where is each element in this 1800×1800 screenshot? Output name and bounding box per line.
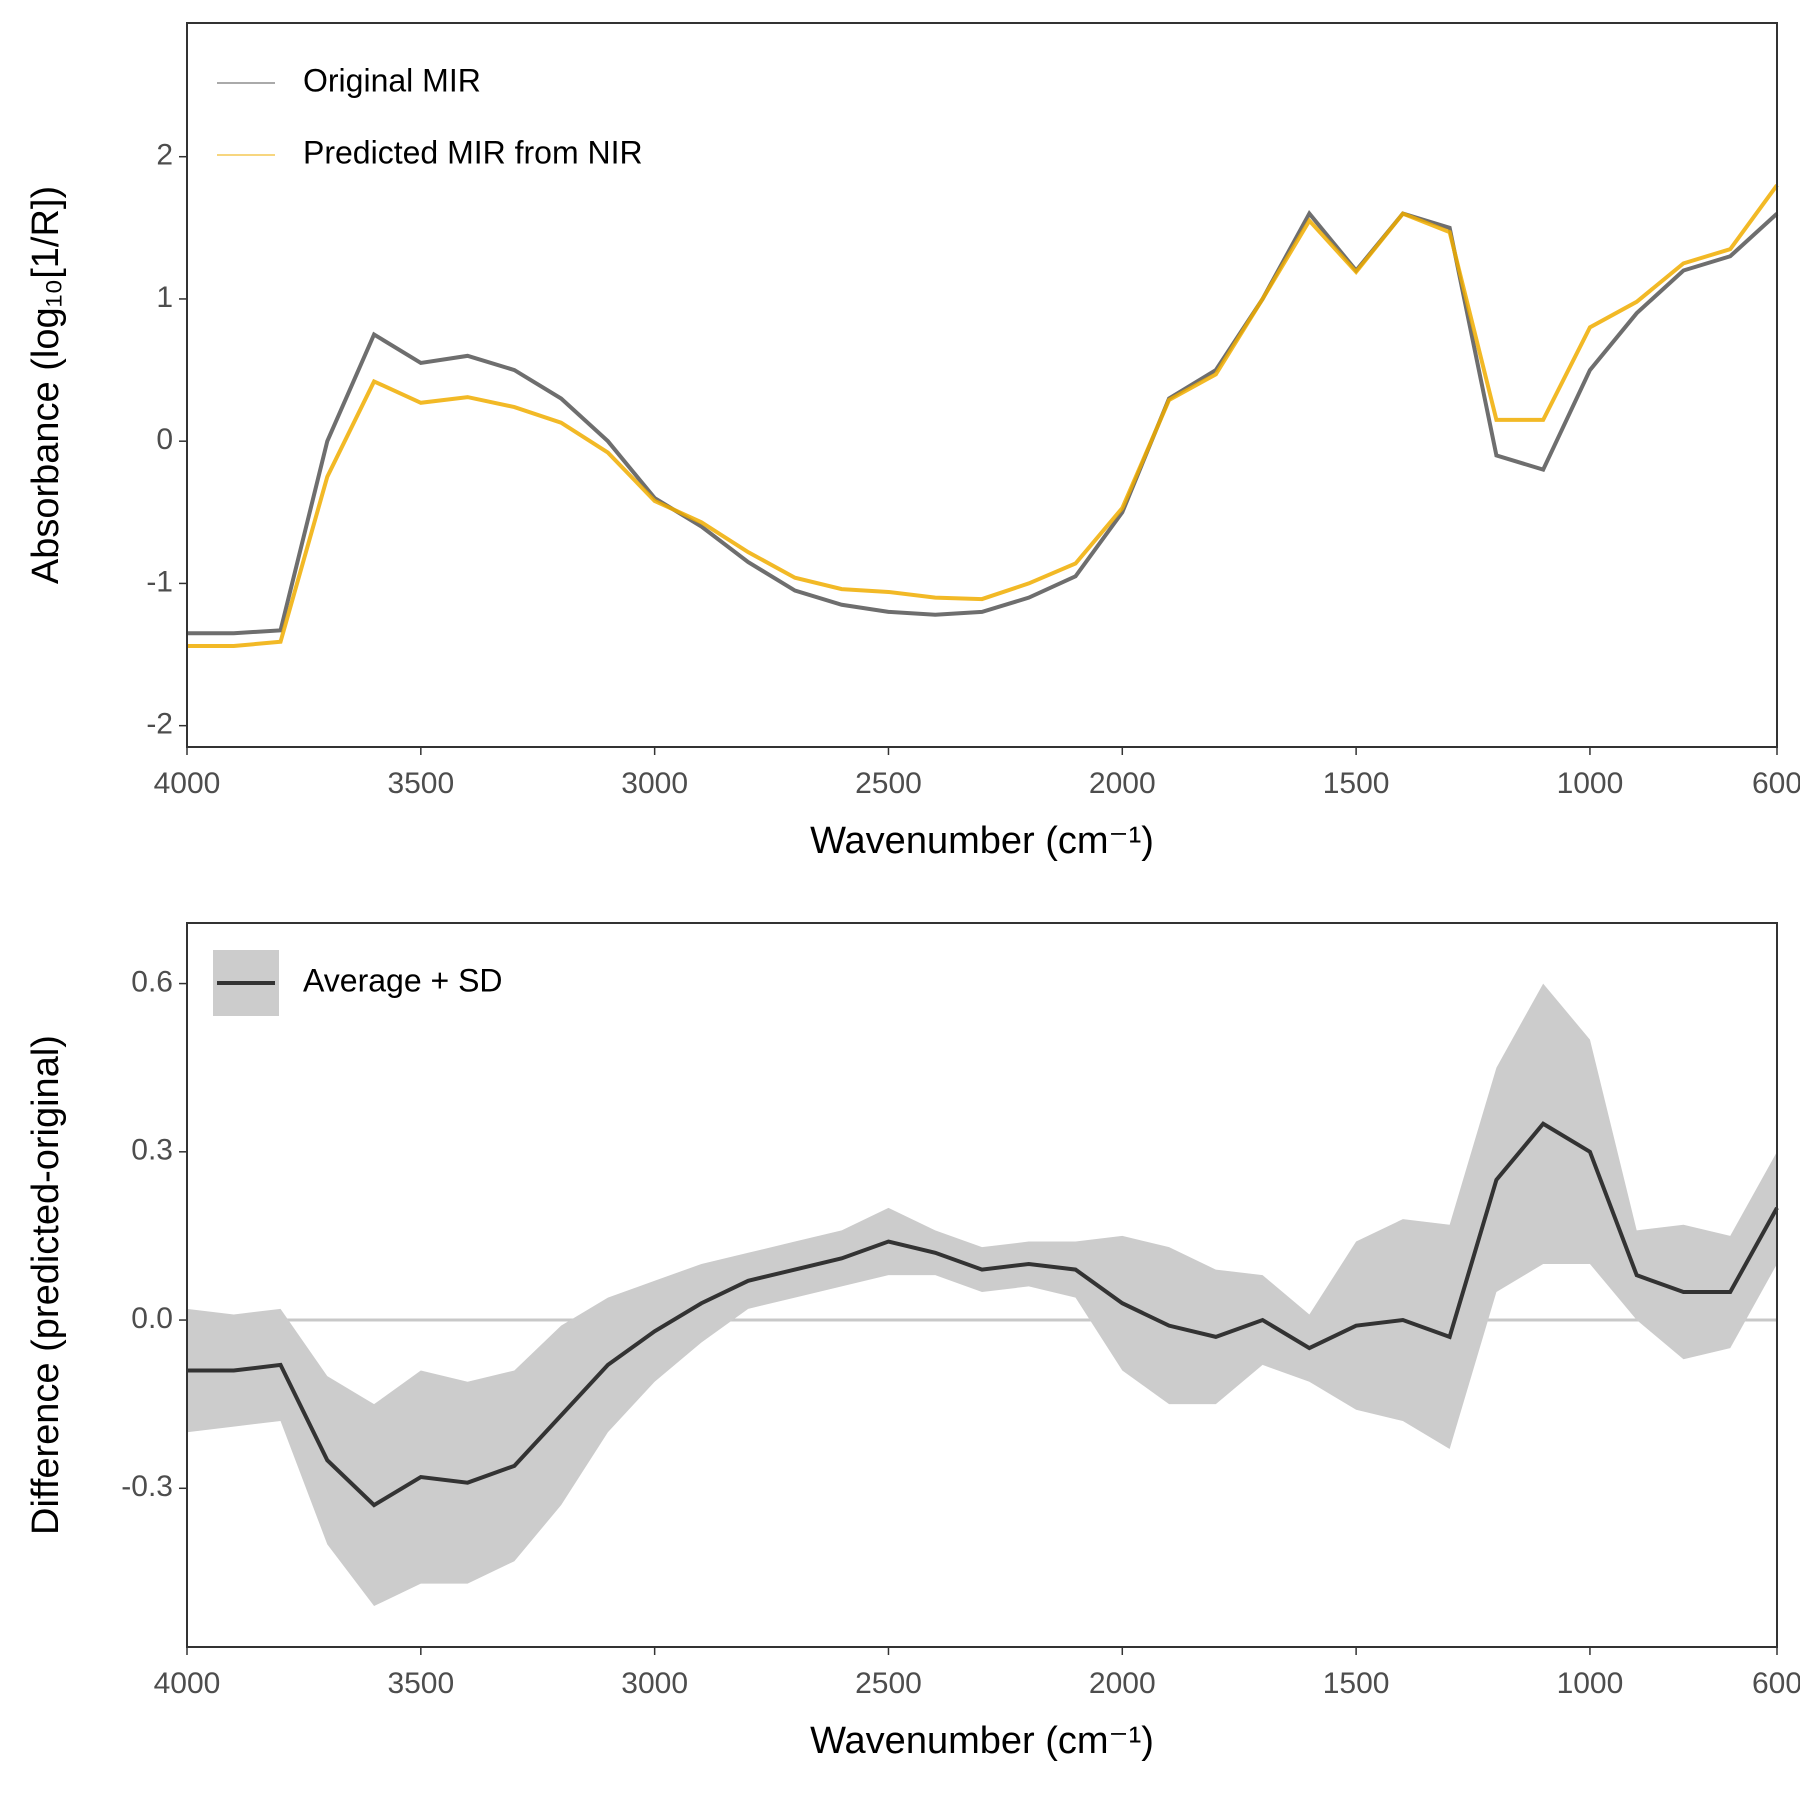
x-tick-label: 3000	[621, 1667, 688, 1700]
y-tick-label: 0	[156, 423, 173, 456]
x-tick-label: 4000	[154, 1667, 221, 1700]
plot-frame	[186, 22, 1778, 748]
y-tick-label: -0.3	[121, 1470, 173, 1503]
x-axis-title: Wavenumber (cm⁻¹)	[810, 1720, 1154, 1762]
x-tick-label: 1000	[1557, 1667, 1624, 1700]
x-tick-label: 1000	[1557, 767, 1624, 800]
y-tick-label: 1	[156, 281, 173, 314]
y-tick-label: 2	[156, 139, 173, 172]
legend-label: Predicted MIR from NIR	[303, 134, 643, 170]
series-line	[187, 210, 1779, 636]
y-tick-label: -1	[146, 565, 173, 598]
y-tick-label: 0.6	[131, 965, 173, 998]
x-tick-label: 3500	[387, 1667, 454, 1700]
x-tick-label: 1500	[1323, 1667, 1390, 1700]
y-tick-label: -2	[146, 708, 173, 741]
x-tick-label: 4000	[154, 767, 221, 800]
x-tick-label: 2000	[1089, 767, 1156, 800]
y-tick-label: 0.3	[131, 1134, 173, 1167]
legend-label: Average + SD	[303, 962, 503, 998]
series-line	[187, 183, 1779, 649]
series-line	[187, 1121, 1779, 1508]
plot-frame	[186, 922, 1778, 1648]
y-axis-title: Difference (predicted-original)	[25, 1035, 67, 1535]
x-axis-title: Wavenumber (cm⁻¹)	[810, 820, 1154, 862]
x-tick-label: 2500	[855, 1667, 922, 1700]
y-axis-title: Absorbance (log₁₀[1/R])	[25, 186, 67, 584]
legend-label: Original MIR	[303, 62, 481, 98]
x-tick-label: 3000	[621, 767, 688, 800]
x-tick-label: 3500	[387, 767, 454, 800]
x-tick-label: 2000	[1089, 1667, 1156, 1700]
y-tick-label: 0.0	[131, 1302, 173, 1335]
x-tick-label: 2500	[855, 767, 922, 800]
x-tick-label: 600	[1752, 767, 1800, 800]
sd-band	[187, 983, 1777, 1607]
x-tick-label: 600	[1752, 1667, 1800, 1700]
x-tick-label: 1500	[1323, 767, 1390, 800]
